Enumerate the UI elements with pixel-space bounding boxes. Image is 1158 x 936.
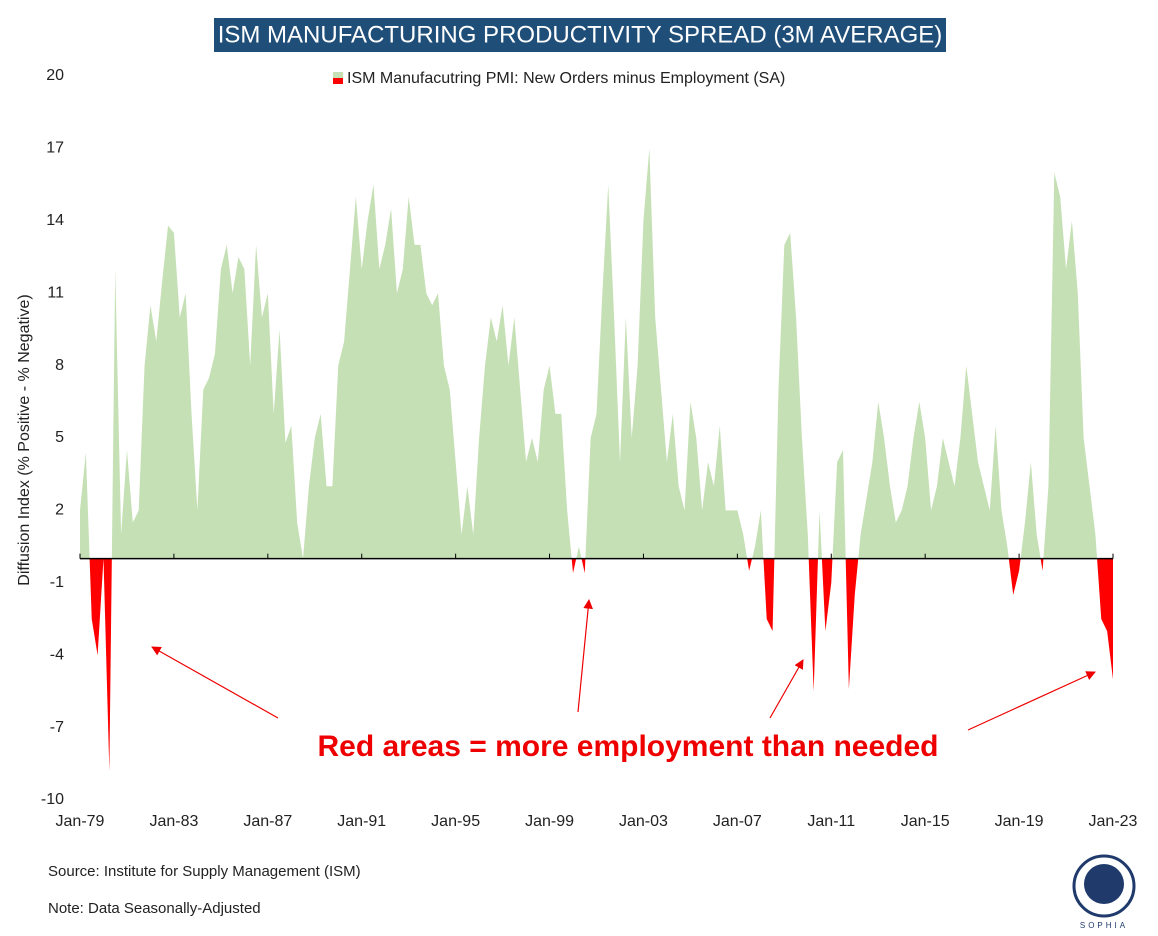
y-tick-label: 17 [46, 140, 64, 157]
x-tick-label: Jan-83 [149, 813, 198, 830]
x-tick-label: Jan-91 [337, 813, 386, 830]
x-tick-label: Jan-79 [56, 813, 105, 830]
x-tick-label: Jan-15 [901, 813, 950, 830]
y-tick-label: 11 [47, 284, 64, 301]
logo-text: SOPHIA [1080, 921, 1128, 930]
x-tick-label: Jan-07 [713, 813, 762, 830]
title-box [214, 18, 946, 52]
y-tick-label: -1 [50, 574, 64, 591]
area [80, 148, 1113, 772]
y-axis-label: Diffusion Index (% Positive - % Negative… [16, 294, 33, 585]
note: Note: Data Seasonally-Adjusted [48, 900, 261, 917]
logo-face [1084, 864, 1124, 904]
y-tick-label: -7 [50, 719, 64, 736]
x-tick-label: Jan-87 [243, 813, 292, 830]
x-tick-label: Jan-23 [1089, 813, 1138, 830]
y-tick-label: 20 [46, 67, 64, 84]
y-tick-label: 5 [55, 429, 64, 446]
y-tick-label: -10 [41, 791, 64, 808]
y-tick-label: 8 [55, 357, 64, 374]
y-tick-label: 14 [46, 212, 64, 229]
chart-title: ISM MANUFACTURING PRODUCTIVITY SPREAD (3… [218, 21, 943, 48]
legend-swatch-pos [333, 72, 343, 78]
legend-label: ISM Manufacutring PMI: New Orders minus … [347, 70, 785, 87]
x-tick-label: Jan-19 [995, 813, 1044, 830]
x-tick-label: Jan-95 [431, 813, 480, 830]
y-tick-label: 2 [55, 502, 64, 519]
logo-ring [1072, 854, 1136, 918]
x-tick-label: Jan-03 [619, 813, 668, 830]
arrows [151, 599, 1096, 731]
y-tick-label: -4 [50, 646, 64, 663]
x-tick-label: Jan-11 [807, 813, 855, 830]
x-tick-label: Jan-99 [525, 813, 574, 830]
legend-swatch-neg [333, 78, 343, 84]
source: Source: Institute for Supply Management … [48, 863, 361, 880]
annotation: Red areas = more employment than needed [317, 730, 938, 763]
